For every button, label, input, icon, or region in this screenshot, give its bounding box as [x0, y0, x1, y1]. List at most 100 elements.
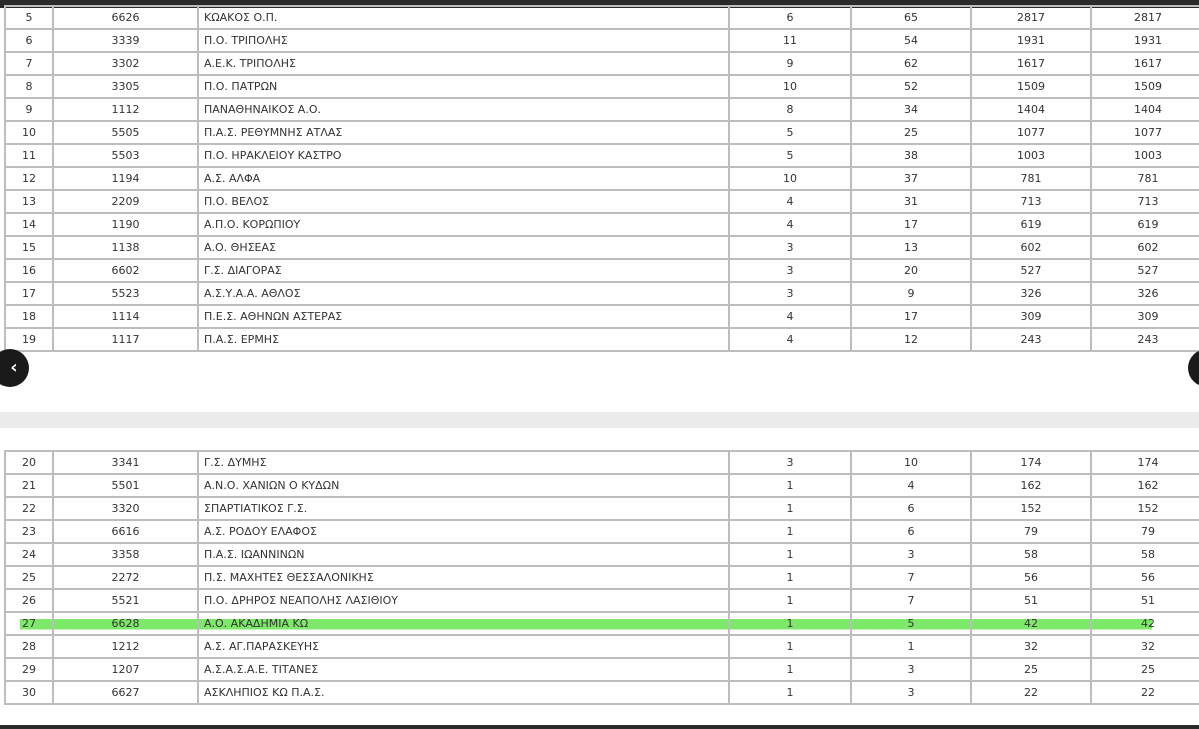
cell-col-6: 527	[970, 258, 1092, 283]
club-code-text: 5505	[111, 126, 140, 139]
cell-club-code: 6616	[52, 519, 199, 544]
col-7-text: 1003	[1134, 149, 1162, 162]
col-4-text: 10	[783, 80, 797, 93]
cell-club-name: Α.Ε.Κ. ΤΡΙΠΟΛΗΣ	[197, 51, 730, 76]
col-5-text: 6	[907, 502, 915, 515]
cell-col-4: 4	[728, 212, 852, 237]
col-7-text: 602	[1137, 241, 1159, 254]
cell-club-name: Γ.Σ. ΔΥΜΗΣ	[197, 450, 730, 475]
cell-club-name: Α.Σ.Υ.Α.Α. ΑΘΛΟΣ	[197, 281, 730, 306]
cell-col-7: 781	[1090, 166, 1199, 191]
cell-col-5: 54	[850, 28, 972, 53]
chevron-left-icon: ‹	[10, 357, 18, 378]
cell-col-4: 4	[728, 304, 852, 329]
col-5-text: 4	[907, 479, 915, 492]
col-4-text: 6	[786, 11, 794, 24]
top-toolbar	[0, 0, 1199, 8]
cell-col-5: 25	[850, 120, 972, 145]
rank-text: 18	[22, 310, 36, 323]
col-4-text: 4	[786, 333, 794, 346]
col-7-text: 781	[1137, 172, 1159, 185]
col-4-text: 10	[783, 172, 797, 185]
cell-rank: 13	[4, 189, 54, 214]
cell-col-7: 32	[1090, 634, 1199, 659]
col-5-text: 13	[904, 241, 918, 254]
cell-club-name: Π.Σ. ΜΑΧΗΤΕΣ ΘΕΣΣΑΛΟΝΙΚΗΣ	[197, 565, 730, 590]
col-6-text: 326	[1020, 287, 1042, 300]
club-code-text: 1190	[111, 218, 140, 231]
previous-button[interactable]: ‹	[0, 349, 29, 387]
cell-rank: 15	[4, 235, 54, 260]
club-code-text: 3320	[111, 502, 140, 515]
col-6-text: 1003	[1017, 149, 1045, 162]
club-name-text: Γ.Σ. ΔΙΑΓΟΡΑΣ	[204, 264, 282, 277]
col-5-text: 17	[904, 310, 918, 323]
cell-club-name: Π.Α.Σ. ΙΩΑΝΝΙΝΩΝ	[197, 542, 730, 567]
col-5-text: 20	[904, 264, 918, 277]
club-code-text: 3358	[111, 548, 140, 561]
col-4-text: 1	[786, 640, 794, 653]
next-button[interactable]	[1188, 349, 1199, 387]
table-row: 21 5501 Α.Ν.Ο. ΧΑΝΙΩΝ Ο ΚΥΔΩΝ 1 4 162 162	[4, 473, 1199, 498]
cell-club-code: 5505	[52, 120, 199, 145]
cell-col-6: 1077	[970, 120, 1092, 145]
cell-club-code: 5503	[52, 143, 199, 168]
col-5-text: 6	[907, 525, 915, 538]
club-name-text: Π.Α.Σ. ΙΩΑΝΝΙΝΩΝ	[204, 548, 305, 561]
rank-text: 8	[25, 80, 33, 93]
club-name-text: Α.Ν.Ο. ΧΑΝΙΩΝ Ο ΚΥΔΩΝ	[204, 479, 340, 492]
col-5-text: 17	[904, 218, 918, 231]
rank-text: 23	[22, 525, 36, 538]
cell-col-6: 58	[970, 542, 1092, 567]
col-4-text: 4	[786, 310, 794, 323]
cell-rank: 10	[4, 120, 54, 145]
col-6-text: 1404	[1017, 103, 1045, 116]
cell-col-7: 602	[1090, 235, 1199, 260]
col-7-text: 326	[1137, 287, 1159, 300]
col-6-text: 602	[1020, 241, 1042, 254]
cell-col-4: 5	[728, 143, 852, 168]
cell-col-7: 326	[1090, 281, 1199, 306]
cell-col-7: 22	[1090, 680, 1199, 705]
cell-col-5: 3	[850, 542, 972, 567]
cell-club-code: 1112	[52, 97, 199, 122]
table-row: 19 1117 Π.Α.Σ. ΕΡΜΗΣ 4 12 243 243	[4, 327, 1199, 352]
col-6-text: 42	[1024, 617, 1038, 630]
cell-col-6: 1404	[970, 97, 1092, 122]
cell-col-6: 152	[970, 496, 1092, 521]
cell-club-name: Α.Σ.Α.Σ.Α.Ε. ΤΙΤΑΝΕΣ	[197, 657, 730, 682]
club-name-text: Α.Π.Ο. ΚΟΡΩΠΙΟΥ	[204, 218, 301, 231]
cell-col-5: 5	[850, 611, 972, 636]
cell-club-code: 6628	[52, 611, 199, 636]
club-name-text: Α.Σ. ΡΟΔΟΥ ΕΛΑΦΟΣ	[204, 525, 317, 538]
club-code-text: 5523	[111, 287, 140, 300]
col-6-text: 22	[1024, 686, 1038, 699]
col-4-text: 1	[786, 479, 794, 492]
cell-col-4: 1	[728, 657, 852, 682]
cell-rank: 14	[4, 212, 54, 237]
col-7-text: 56	[1141, 571, 1155, 584]
table-row: 27 6628 Α.Ο. ΑΚΑΔΗΜΙΑ ΚΩ 1 5 42 42	[4, 611, 1199, 636]
cell-col-5: 6	[850, 496, 972, 521]
col-5-text: 38	[904, 149, 918, 162]
cell-club-name: ΠΑΝΑΘΗΝΑΙΚΟΣ Α.Ο.	[197, 97, 730, 122]
col-5-text: 3	[907, 663, 915, 676]
rank-text: 27	[22, 617, 36, 630]
cell-club-name: ΚΩΑΚΟΣ Ο.Π.	[197, 5, 730, 30]
cell-col-5: 10	[850, 450, 972, 475]
rank-text: 29	[22, 663, 36, 676]
table-row: 6 3339 Π.Ο. ΤΡΙΠΟΛΗΣ 11 54 1931 1931	[4, 28, 1199, 53]
col-6-text: 1617	[1017, 57, 1045, 70]
cell-club-name: Π.Ε.Σ. ΑΘΗΝΩΝ ΑΣΤΕΡΑΣ	[197, 304, 730, 329]
club-code-text: 1207	[111, 663, 140, 676]
club-code-text: 3341	[111, 456, 140, 469]
cell-col-5: 52	[850, 74, 972, 99]
col-7-text: 713	[1137, 195, 1159, 208]
col-4-text: 1	[786, 502, 794, 515]
cell-col-7: 152	[1090, 496, 1199, 521]
cell-col-6: 1003	[970, 143, 1092, 168]
rank-text: 7	[25, 57, 33, 70]
col-6-text: 713	[1020, 195, 1042, 208]
club-name-text: Α.Σ.Α.Σ.Α.Ε. ΤΙΤΑΝΕΣ	[204, 663, 319, 676]
cell-col-4: 3	[728, 450, 852, 475]
